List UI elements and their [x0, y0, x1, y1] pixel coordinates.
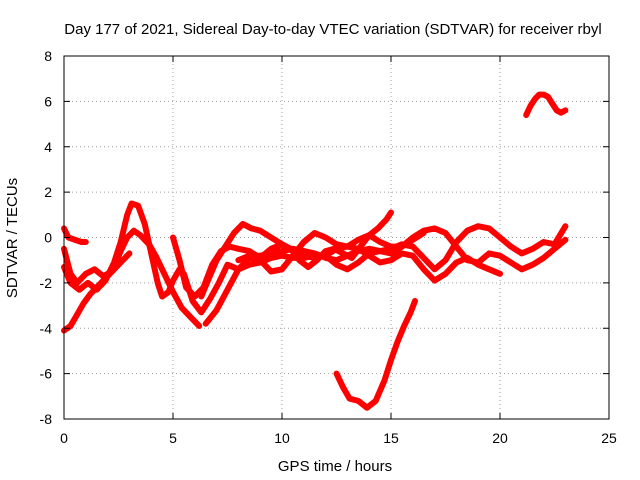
- y-tick-label: -2: [40, 275, 53, 291]
- x-tick-label: 5: [169, 430, 177, 446]
- series-trace-11: [523, 91, 569, 118]
- series-trace-2: [61, 227, 203, 329]
- y-tick-label: -4: [40, 320, 53, 336]
- y-tick-label: 0: [44, 230, 52, 246]
- series-trace-9: [235, 223, 569, 273]
- x-axis-label: GPS time / hours: [278, 458, 392, 475]
- x-tick-label: 0: [60, 430, 68, 446]
- ticks: 0 5 10 15 20 25 -8 -6 -4 -2 0 2 4 6 8: [40, 48, 617, 446]
- y-tick-label: 6: [44, 93, 52, 109]
- series-trace-10: [333, 298, 418, 411]
- y-tick-label: -8: [40, 411, 53, 427]
- x-tick-label: 15: [383, 430, 399, 446]
- y-axis-label: SDTVAR / TECUs: [4, 178, 21, 298]
- series-trace-1: [61, 225, 89, 245]
- y-tick-label: -6: [40, 366, 53, 382]
- series-trace-4: [61, 250, 133, 334]
- series-trace-3: [61, 200, 183, 300]
- series-trace-8: [202, 225, 569, 327]
- y-tick-label: 4: [44, 139, 52, 155]
- chart-title: Day 177 of 2021, Sidereal Day-to-day VTE…: [64, 21, 601, 38]
- series-layer: [61, 91, 569, 411]
- x-tick-label: 10: [274, 430, 290, 446]
- x-tick-label: 20: [492, 430, 508, 446]
- y-tick-label: 8: [44, 48, 52, 64]
- x-tick-label: 25: [601, 430, 617, 446]
- y-tick-label: 2: [44, 184, 52, 200]
- grid: [64, 56, 609, 419]
